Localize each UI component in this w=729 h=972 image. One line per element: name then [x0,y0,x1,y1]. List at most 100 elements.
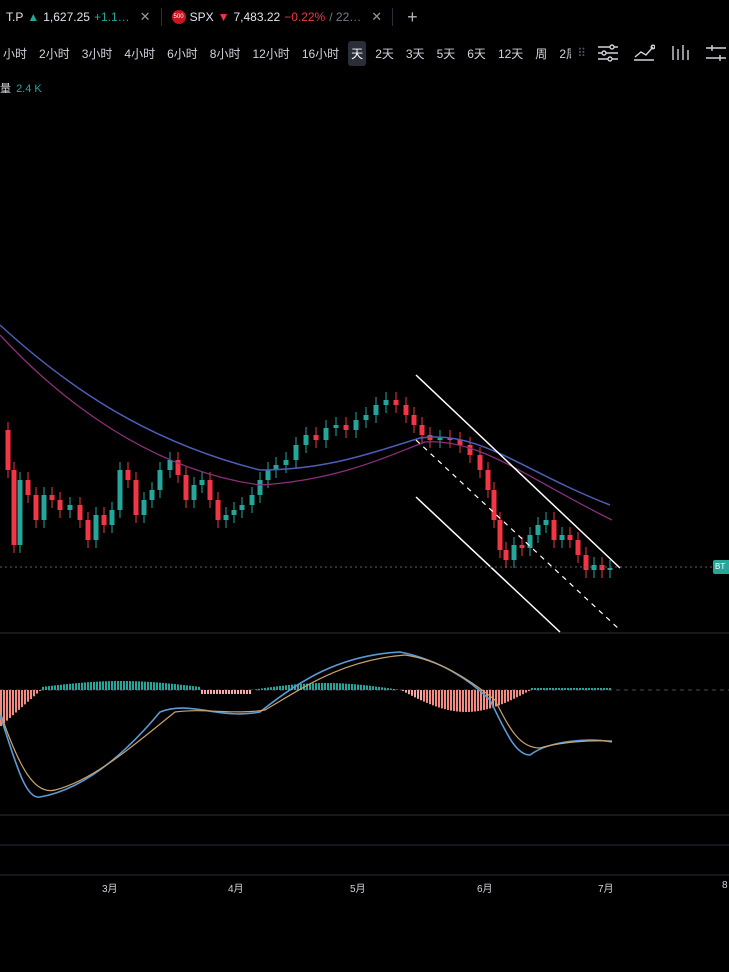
macd-histogram-bar [318,683,320,690]
time-axis-tick: 3月 [102,884,118,895]
interval-tab[interactable]: 6天 [467,46,486,61]
divider [160,8,162,26]
interval-tab[interactable]: 5天 [436,46,456,61]
macd-histogram-bar [243,690,245,694]
macd-histogram-bar [57,685,59,690]
macd-histogram-bar [501,690,503,705]
compare-icon[interactable] [631,42,657,64]
candle-body [363,415,369,420]
ticker-bar: T.P ▲ 1,627.25 +1.1… ✕ 500 SPX ▼ 7,483.2… [0,0,729,34]
close-icon[interactable]: ✕ [139,9,151,24]
macd-histogram-bar [225,690,227,694]
interval-tab[interactable]: 3小时 [81,46,113,61]
interval-tab[interactable]: 8小时 [209,46,241,61]
candle-body [303,435,309,445]
close-icon[interactable]: ✕ [371,9,383,24]
macd-histogram-bar [45,686,47,690]
macd-histogram-bar [375,686,377,690]
channel-mid-line [415,439,621,631]
macd-histogram-bar [588,688,590,690]
macd-histogram-bar [297,684,299,690]
macd-histogram-bar [603,688,605,690]
candle-body [85,520,91,540]
channel-upper-line [415,374,621,569]
interval-tab[interactable]: 周 [535,46,548,61]
macd-histogram-bar [195,686,197,690]
macd-histogram-bar [66,684,68,690]
macd-histogram-bar [387,688,389,690]
candle-body [5,430,11,470]
price-chart[interactable] [0,70,729,880]
time-axis-tick: 4月 [228,884,244,895]
macd-histogram-bar [144,681,146,690]
macd-histogram-bar [291,684,293,690]
time-axis-tick: 5月 [350,884,366,895]
macd-histogram-bar [207,690,209,694]
macd-histogram-bar [126,681,128,690]
interval-bar: 小时 2小时 3小时 4小时 6小时 8小时 12小时 16小时天 2天 3天 5天 6天 12天周 2周… [0,36,729,70]
candle-body [265,470,271,480]
macd-histogram-bar [273,686,275,690]
macd-histogram-bar [474,690,476,712]
macd-histogram-bar [441,690,443,709]
candle-body [511,545,517,560]
interval-tab[interactable]: 2小时 [39,46,70,61]
candle-body [373,405,379,415]
ticker-item-eth[interactable]: T.P ▲ 1,627.25 +1.1… ✕ [0,9,157,25]
macd-histogram-bar [282,685,284,690]
macd-histogram-bar [174,684,176,690]
interval-tab[interactable]: 6小时 [167,46,198,61]
interval-tab[interactable]: 2天 [375,46,394,61]
moving-average-slow [0,334,613,521]
macd-histogram-bar [147,681,149,690]
interval-tab[interactable]: 小时 [3,46,28,61]
settings-icon[interactable] [703,42,729,64]
macd-histogram-bar [261,688,263,690]
macd-histogram-bar [309,683,311,690]
macd-histogram-bar [336,683,338,690]
macd-histogram-bar [129,681,131,690]
candle-body [33,495,39,520]
macd-histogram-bar [264,687,266,690]
macd-histogram-bar [537,688,539,690]
ticker-item-spx[interactable]: 500 SPX ▼ 7,483.22 −0.22% / 22… ✕ [166,9,389,25]
macd-histogram-bar [390,688,392,690]
macd-histogram-bar [426,690,428,703]
add-symbol-icon[interactable]: + [407,6,418,27]
macd-histogram-bar [525,690,527,693]
macd-histogram-bar [582,688,584,690]
up-arrow-icon: ▲ [27,10,40,24]
macd-histogram-bar [477,690,479,712]
volume-legend: 量 2.4 K [0,80,42,96]
macd-histogram-bar [30,690,32,699]
macd-histogram-bar [531,688,533,690]
interval-tab[interactable]: 12天 [497,46,524,61]
macd-histogram-bar [210,690,212,694]
macd-histogram-bar [3,690,5,724]
macd-histogram-bar [93,681,95,690]
macd-histogram-bar [600,688,602,690]
macd-histogram-bar [567,688,569,690]
candle-body [283,460,289,465]
interval-tab[interactable]: 12小时 [252,46,290,61]
drag-handle-icon[interactable]: ⠿ [577,46,586,60]
interval-tab[interactable]: 天 [348,40,367,66]
macd-histogram-bar [0,690,2,726]
price-tag: BT [713,560,729,574]
macd-histogram-bar [486,690,488,710]
macd-histogram-bar [597,688,599,690]
indicators-icon[interactable] [595,42,621,64]
interval-tab[interactable]: 4小时 [124,46,156,61]
macd-histogram-bar [87,682,89,690]
interval-tab[interactable]: 16小时 [301,46,340,61]
candle-body [343,425,349,430]
candle-body [567,535,573,540]
macd-histogram-bar [321,683,323,690]
candle-body [575,540,581,555]
macd-histogram-bar [345,683,347,690]
bar-style-icon[interactable] [667,42,693,64]
macd-histogram-bar [495,690,497,707]
candle-body [157,470,163,490]
interval-tab[interactable]: 3天 [405,46,425,61]
macd-histogram-bar [432,690,434,706]
